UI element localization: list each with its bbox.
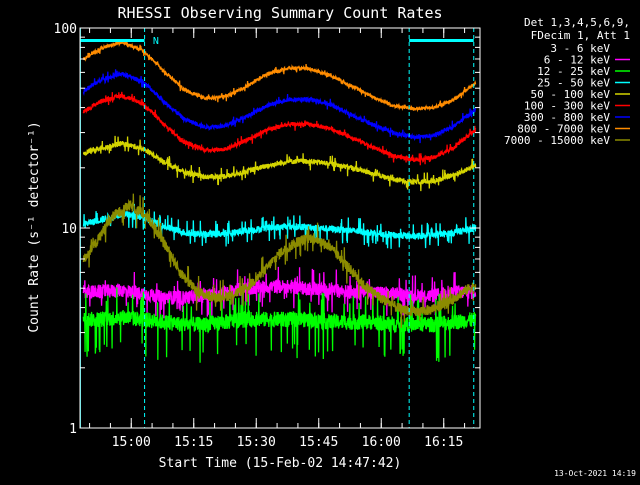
series-line-100-300-kev: [82, 91, 477, 166]
y-tick-label: 10: [61, 222, 77, 237]
y-axis-label: Count Rate (s⁻¹ detector⁻¹): [27, 121, 42, 332]
legend-item: 12 - 25 keV: [537, 65, 630, 78]
x-tick-label: 16:00: [362, 435, 401, 450]
legend-label: 800 - 7000 keV: [517, 123, 610, 136]
y-tick-label: 100: [54, 22, 77, 37]
chart-title: RHESSI Observing Summary Count Rates: [117, 4, 442, 22]
annotation-label: N: [153, 36, 159, 47]
legend-item: 300 - 800 keV: [524, 111, 630, 124]
x-tick-label: 15:15: [174, 435, 213, 450]
legend-item: 3 - 6 keV: [550, 42, 630, 55]
x-tick-label: 15:30: [237, 435, 276, 450]
series-line-12-25-kev: [82, 287, 477, 363]
legend-item: 7000 - 15000 keV: [504, 134, 630, 147]
series-line-7000-15000-kev: [82, 193, 477, 328]
legend-item: 50 - 100 keV: [531, 88, 630, 101]
night-bar: [409, 39, 474, 42]
legend-label: 300 - 800 keV: [524, 111, 610, 124]
x-axis-label: Start Time (15-Feb-02 14:47:42): [159, 456, 402, 471]
legend-item: 800 - 7000 keV: [517, 123, 630, 136]
series-line-800-7000-kev: [82, 39, 477, 113]
x-tick-label: 15:45: [299, 435, 338, 450]
x-tick-label: 16:15: [424, 435, 463, 450]
legend-item: 100 - 300 keV: [524, 100, 630, 113]
x-tick-label: 15:00: [112, 435, 151, 450]
legend-label: 3 - 6 keV: [550, 42, 610, 55]
legend-label: 25 - 50 keV: [537, 77, 610, 90]
y-tick-label: 1: [69, 422, 77, 437]
legend-label: 100 - 300 keV: [524, 100, 610, 113]
legend-label: 7000 - 15000 keV: [504, 134, 610, 147]
legend-header: Det 1,3,4,5,6,9,: [524, 16, 630, 29]
legend-item: 25 - 50 keV: [537, 77, 630, 90]
legend-label: 6 - 12 keV: [544, 54, 611, 67]
legend-header: FDecim 1, Att 1: [531, 29, 630, 42]
legend-label: 12 - 25 keV: [537, 65, 610, 78]
series-line-3-6-kev: [82, 295, 477, 428]
night-bar: [80, 39, 145, 42]
series-line-300-800-kev: [82, 69, 477, 144]
legend-item: 6 - 12 keV: [544, 54, 630, 67]
legend-label: 50 - 100 keV: [531, 88, 611, 101]
date-stamp: 13-Oct-2021 14:19: [554, 469, 636, 478]
series-line-50-100-kev: [82, 135, 477, 192]
